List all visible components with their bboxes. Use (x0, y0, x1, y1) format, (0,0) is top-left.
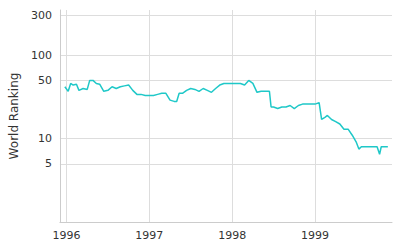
svg-text:50: 50 (38, 74, 52, 87)
svg-text:1998: 1998 (218, 229, 246, 242)
svg-text:5: 5 (45, 157, 52, 170)
svg-text:World Ranking: World Ranking (7, 73, 21, 160)
svg-text:300: 300 (31, 9, 52, 22)
svg-text:10: 10 (38, 132, 52, 145)
svg-text:1999: 1999 (301, 229, 329, 242)
svg-text:100: 100 (31, 49, 52, 62)
svg-text:1996: 1996 (53, 229, 81, 242)
svg-text:1997: 1997 (135, 229, 163, 242)
